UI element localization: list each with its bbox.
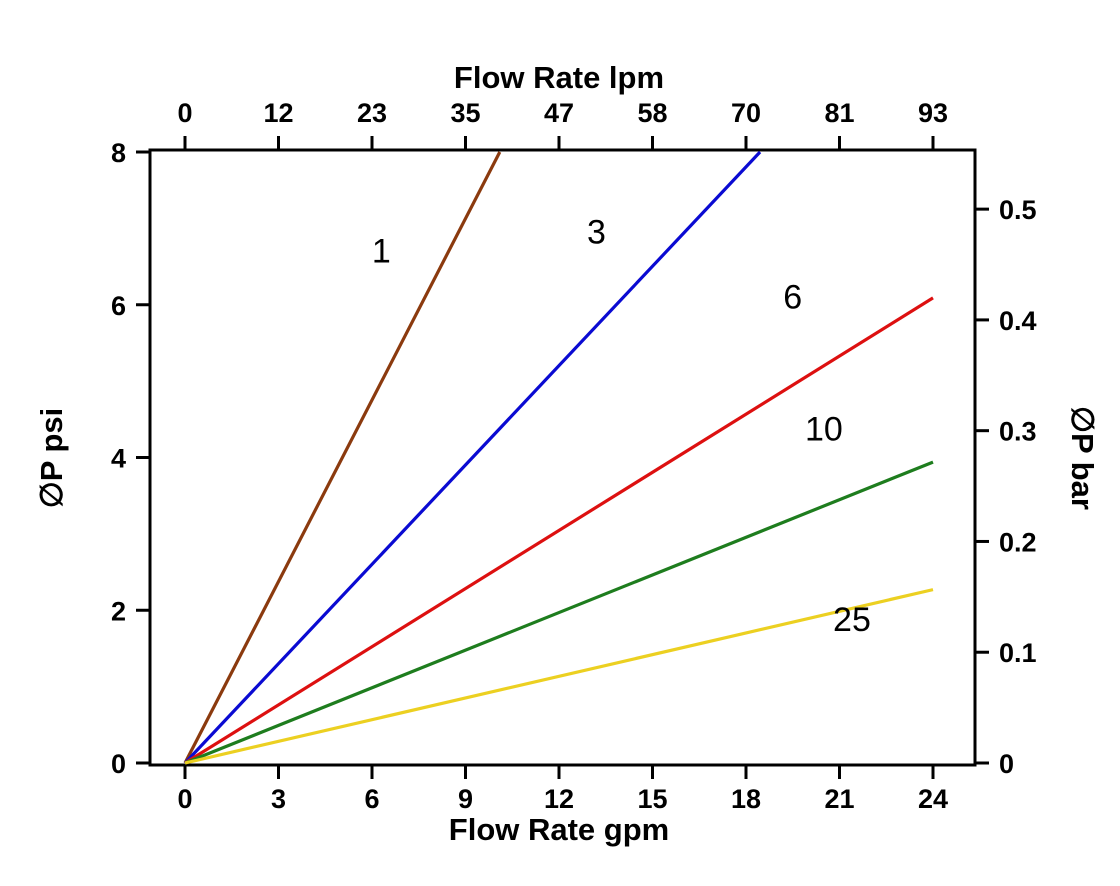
- bottom-tick-label: 21: [824, 784, 854, 814]
- right-tick-label: 0: [999, 749, 1014, 779]
- top-tick-label: 93: [918, 98, 948, 128]
- right-tick-label: 0.3: [999, 417, 1037, 447]
- top-tick-label: 0: [177, 98, 192, 128]
- right-tick-label: 0.5: [999, 195, 1037, 225]
- bottom-tick-label: 9: [458, 784, 473, 814]
- series-line-1: [183, 151, 502, 764]
- curve-label-25: 25: [833, 601, 871, 639]
- left-tick-label: 6: [111, 291, 126, 321]
- top-tick-label: 58: [637, 98, 667, 128]
- top-axis-title: Flow Rate lpm: [454, 60, 664, 95]
- left-tick-label: 0: [111, 749, 126, 779]
- series-lines: [183, 150, 934, 765]
- axis-tick-labels: 00312623935124715581870218124930246800.1…: [111, 98, 1037, 814]
- bottom-tick-label: 15: [637, 784, 667, 814]
- bottom-tick-label: 0: [177, 784, 192, 814]
- bottom-tick-label: 12: [544, 784, 574, 814]
- curve-labels: 1 3 6 10 25: [372, 214, 871, 639]
- series-line-6: [184, 296, 934, 765]
- left-tick-label: 4: [111, 444, 126, 474]
- top-tick-label: 70: [731, 98, 761, 128]
- right-axis-title: ∅P bar: [1065, 406, 1100, 510]
- plot-border: [148, 148, 977, 767]
- axis-ticks: [136, 136, 989, 779]
- curve-label-1: 1: [372, 233, 391, 271]
- bottom-tick-label: 24: [918, 784, 948, 814]
- left-tick-label: 8: [111, 138, 126, 168]
- left-tick-label: 2: [111, 596, 126, 626]
- top-tick-label: 81: [824, 98, 854, 128]
- top-tick-label: 47: [544, 98, 574, 128]
- series-line-25: [184, 588, 934, 765]
- top-tick-label: 35: [450, 98, 480, 128]
- curve-label-3: 3: [587, 214, 606, 252]
- right-tick-label: 0.2: [999, 527, 1037, 557]
- right-tick-label: 0.4: [999, 306, 1037, 336]
- bottom-tick-label: 18: [731, 784, 761, 814]
- top-tick-label: 23: [357, 98, 387, 128]
- curve-label-10: 10: [805, 411, 843, 449]
- series-line-3: [183, 150, 762, 765]
- bottom-tick-label: 6: [364, 784, 379, 814]
- curve-label-6: 6: [783, 279, 802, 317]
- right-tick-label: 0.1: [999, 638, 1037, 668]
- left-axis-title: ∅P psi: [34, 408, 69, 509]
- bottom-axis-title: Flow Rate gpm: [449, 812, 669, 847]
- bottom-tick-label: 3: [271, 784, 286, 814]
- top-tick-label: 12: [263, 98, 293, 128]
- series-line-10: [184, 460, 934, 765]
